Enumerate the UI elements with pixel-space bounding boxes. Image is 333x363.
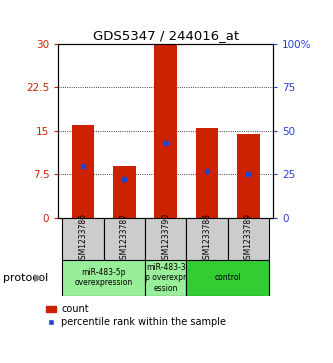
Text: GSM1233790: GSM1233790 bbox=[161, 213, 170, 264]
Text: GSM1233789: GSM1233789 bbox=[244, 213, 253, 264]
Bar bbox=[154, 45, 177, 218]
Text: ▶: ▶ bbox=[34, 273, 43, 283]
Title: GDS5347 / 244016_at: GDS5347 / 244016_at bbox=[93, 29, 239, 42]
Bar bbox=[195, 128, 218, 218]
Text: GSM1233787: GSM1233787 bbox=[120, 213, 129, 264]
Bar bbox=[186, 260, 269, 296]
Text: GSM1233786: GSM1233786 bbox=[79, 213, 88, 264]
Bar bbox=[145, 260, 186, 296]
Legend: count, percentile rank within the sample: count, percentile rank within the sample bbox=[47, 304, 226, 327]
Bar bbox=[228, 218, 269, 260]
Bar bbox=[237, 134, 260, 218]
Bar bbox=[62, 218, 104, 260]
Bar bbox=[104, 218, 145, 260]
Text: miR-483-5p
overexpression: miR-483-5p overexpression bbox=[75, 268, 133, 287]
Bar bbox=[145, 218, 186, 260]
Bar bbox=[72, 125, 95, 218]
Bar bbox=[62, 260, 145, 296]
Bar bbox=[186, 218, 228, 260]
Text: GSM1233788: GSM1233788 bbox=[202, 213, 211, 264]
Text: control: control bbox=[214, 273, 241, 282]
Text: miR-483-3
p overexpr
ession: miR-483-3 p overexpr ession bbox=[145, 263, 186, 293]
Bar bbox=[113, 166, 136, 218]
Text: protocol: protocol bbox=[3, 273, 49, 283]
